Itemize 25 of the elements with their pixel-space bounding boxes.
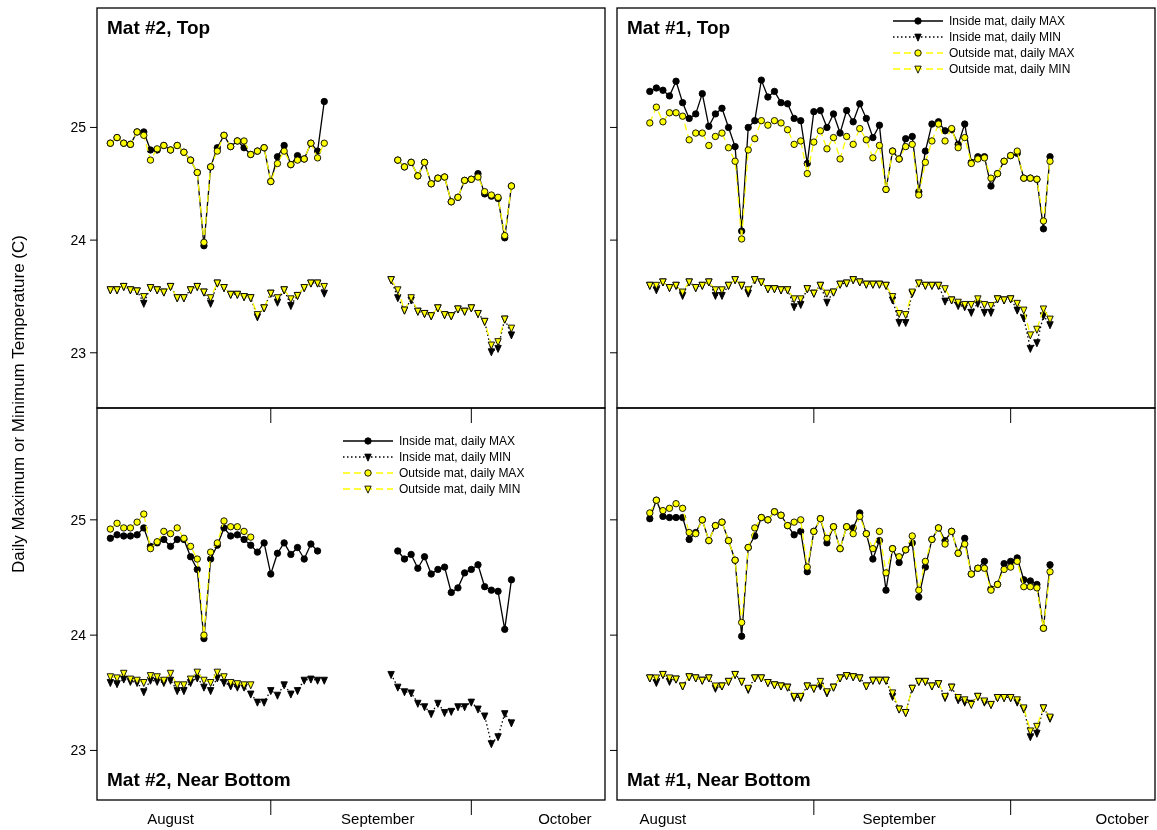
x-tick-label: September [341,810,415,827]
text: Mat #2, Top [107,17,211,38]
x-tick-label: October [538,810,592,827]
legend-label: Outside mat, daily MAX [399,466,525,481]
legend-label: Inside mat, daily MAX [399,434,516,449]
x-tick-label: August [147,810,195,827]
y-tick-label: 25 [70,119,87,136]
x-tick-label: October [1095,810,1149,827]
legend-label: Inside mat, daily MIN [399,450,512,465]
text: Mat #1, Near Bottom [627,769,811,790]
legend-label: Outside mat, daily MIN [399,482,521,497]
legend-label: Inside mat, daily MIN [949,30,1062,45]
y-tick-label: 24 [70,232,87,249]
x-tick-label: August [639,810,688,827]
y-tick-label: 25 [70,511,87,528]
y-tick-label: 24 [70,627,87,644]
text: Mat #2, Near Bottom [107,769,291,790]
legend-label: Outside mat, daily MAX [949,46,1075,61]
text: Mat #1, Top [627,17,731,38]
legend-label: Inside mat, daily MAX [949,14,1066,29]
legend-label: Outside mat, daily MIN [949,62,1071,77]
y-tick-label: 23 [70,344,87,361]
x-tick-label: September [862,810,936,827]
y-tick-label: 23 [70,742,87,759]
y-axis-title: Daily Maximum or Minimum Temperature (C) [9,235,28,573]
